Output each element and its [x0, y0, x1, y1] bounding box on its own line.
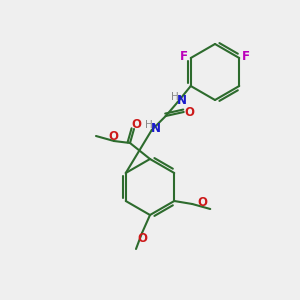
Text: O: O: [108, 130, 118, 142]
Text: N: N: [177, 94, 187, 106]
Text: H: H: [171, 92, 178, 102]
Text: F: F: [180, 50, 188, 64]
Text: O: O: [137, 232, 147, 244]
Text: O: O: [131, 118, 141, 130]
Text: O: O: [197, 196, 207, 209]
Text: H: H: [145, 120, 153, 130]
Text: O: O: [185, 106, 195, 118]
Text: F: F: [242, 50, 250, 64]
Text: N: N: [151, 122, 161, 134]
